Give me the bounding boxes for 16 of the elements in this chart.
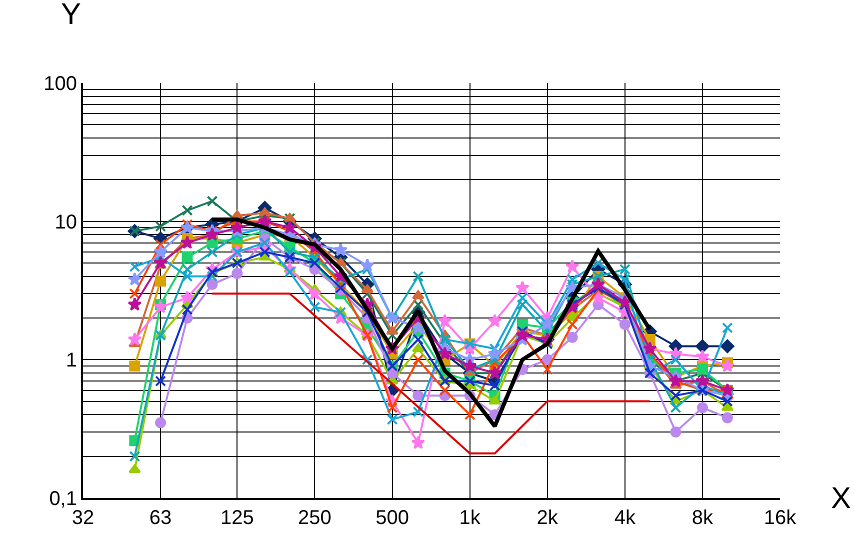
y-tick-label: 10 xyxy=(54,211,77,234)
x-axis-title: X xyxy=(831,482,852,515)
y-tick-label: 0,1 xyxy=(49,488,77,510)
x-tick-label: 32 xyxy=(72,507,94,529)
x-tick-label: 16k xyxy=(764,507,798,529)
x-tick-label: 4k xyxy=(614,507,636,529)
x-tick-label: 8k xyxy=(692,507,714,529)
x-tick-label: 2k xyxy=(536,507,559,529)
y-tick-label: 100 xyxy=(44,73,77,95)
x-tick-label: 1k xyxy=(459,507,482,529)
x-tick-label: 500 xyxy=(376,507,409,529)
y-tick-label: 1 xyxy=(66,350,77,372)
x-tick-label: 63 xyxy=(149,507,172,529)
x-tick-label: 125 xyxy=(220,507,254,529)
x-tick-label: 250 xyxy=(298,507,332,529)
y-axis-title: Y xyxy=(61,0,82,31)
